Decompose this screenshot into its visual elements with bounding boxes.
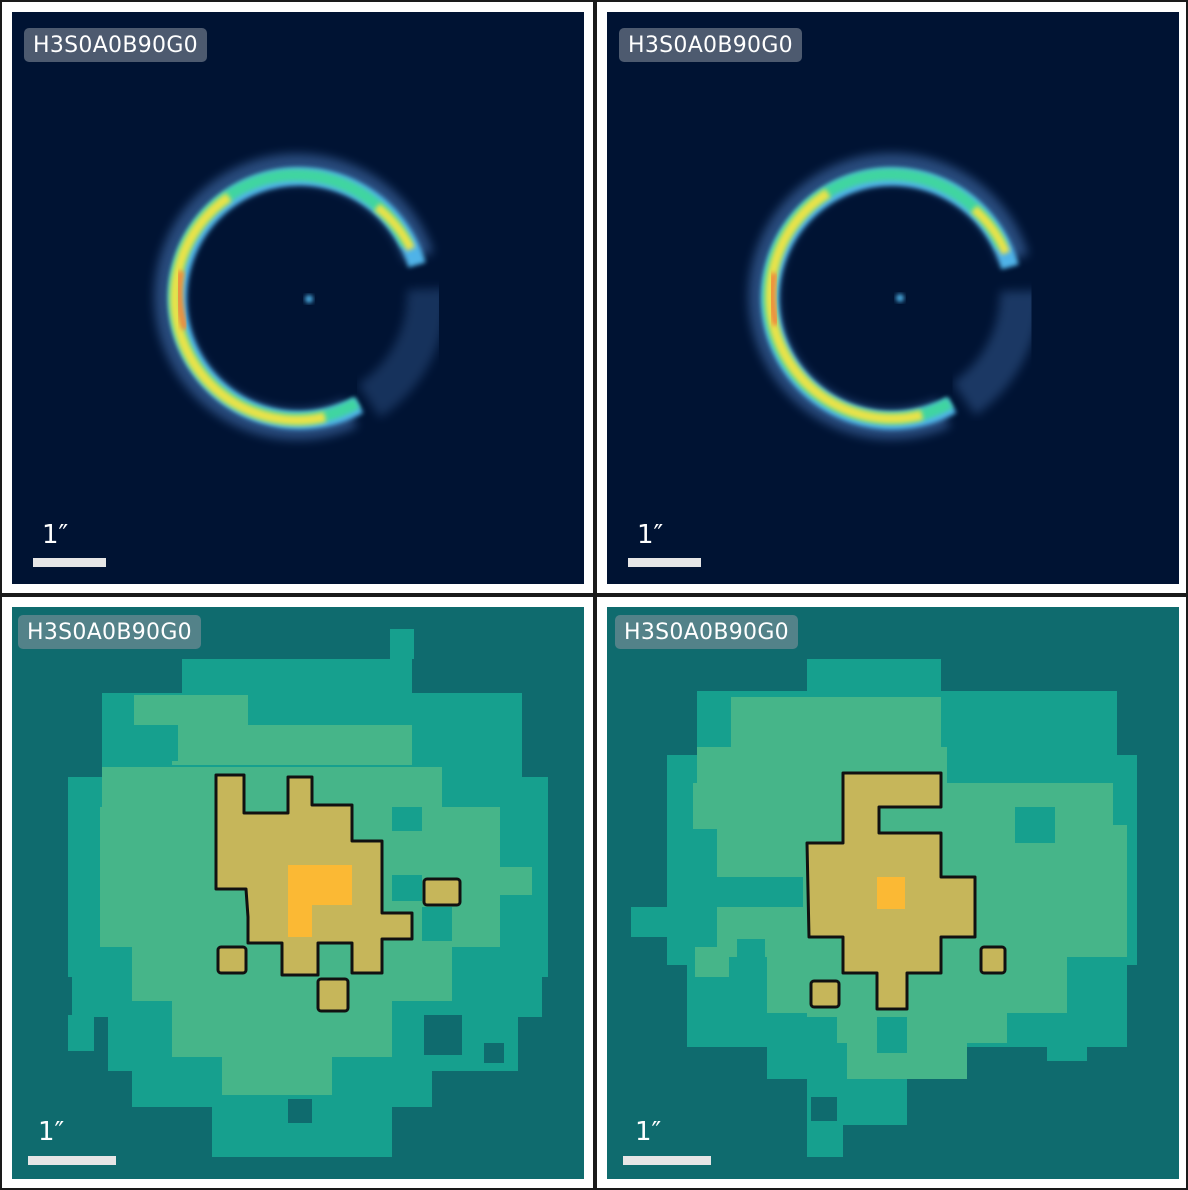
einstein-ring xyxy=(748,153,1040,440)
level-0-holes xyxy=(288,1015,504,1123)
panel-label: H3S0A0B90G0 xyxy=(619,28,802,62)
level-4-peak xyxy=(288,865,352,937)
scale-bar-label: 1″ xyxy=(38,1117,65,1147)
scale-bar-label: 1″ xyxy=(42,520,69,550)
level-1-holes xyxy=(134,725,452,941)
pixel-map xyxy=(607,607,1179,1179)
level-1-holes xyxy=(693,807,1055,1053)
pixel-map xyxy=(12,607,584,1179)
ring-image xyxy=(607,12,1179,584)
scale-bar xyxy=(623,1156,711,1165)
scale-bar xyxy=(28,1156,116,1165)
panel-label: H3S0A0B90G0 xyxy=(18,615,201,649)
panel-top-right: H3S0A0B90G0 1″ xyxy=(597,2,1186,593)
panel-label: H3S0A0B90G0 xyxy=(24,28,207,62)
scale-bar xyxy=(628,558,701,567)
scale-bar-label: 1″ xyxy=(635,1117,662,1147)
scale-bar-label: 1″ xyxy=(637,520,664,550)
panel-top-left: H3S0A0B90G0 1″ xyxy=(2,2,593,593)
level-4-peak xyxy=(877,877,905,909)
image-background xyxy=(12,12,584,584)
level-0-holes xyxy=(811,1097,837,1121)
panel-bottom-left: H3S0A0B90G0 1″ xyxy=(2,597,593,1188)
scale-bar xyxy=(33,558,106,567)
einstein-ring xyxy=(154,153,448,440)
ring-image xyxy=(12,12,584,584)
panel-label: H3S0A0B90G0 xyxy=(615,615,798,649)
panel-bottom-right: H3S0A0B90G0 1″ xyxy=(597,597,1186,1188)
image-background xyxy=(607,12,1179,584)
